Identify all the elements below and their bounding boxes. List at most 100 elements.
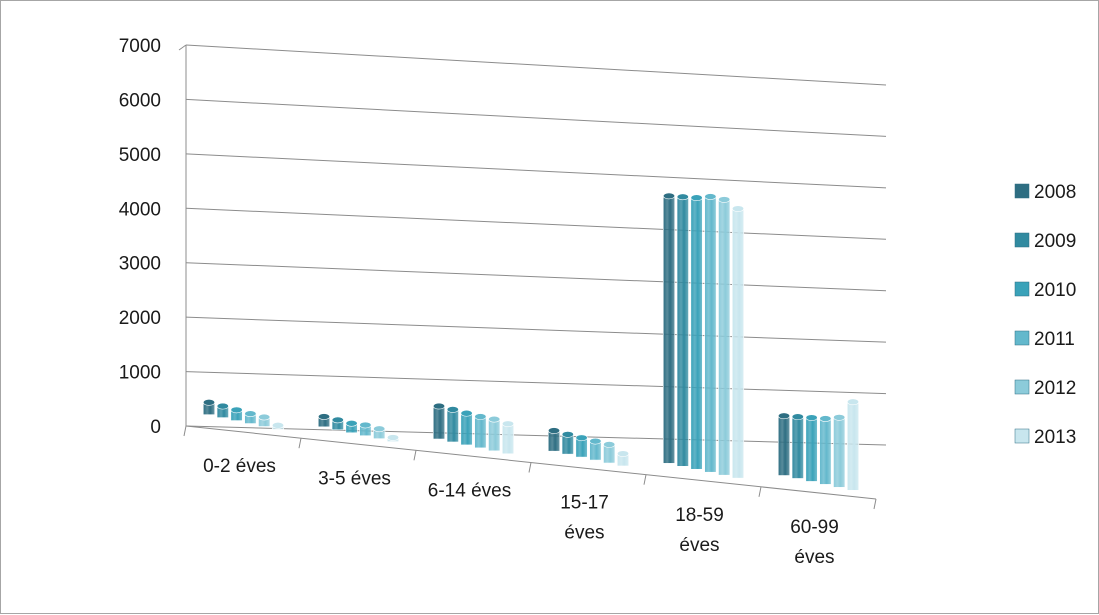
bar — [548, 428, 560, 452]
bar-top — [847, 399, 859, 405]
y-tick-label: 4000 — [119, 199, 161, 220]
bar — [603, 442, 615, 464]
legend-label: 2009 — [1034, 231, 1076, 252]
legend-item: 2011 — [1015, 329, 1075, 350]
gridline — [186, 208, 886, 239]
bar-top — [475, 414, 487, 420]
gridline — [186, 99, 886, 136]
bar-top — [217, 403, 229, 409]
gridline — [186, 45, 886, 85]
bar-body — [732, 209, 744, 478]
bar — [806, 415, 818, 482]
legend-item: 2013 — [1015, 427, 1076, 448]
gridline — [186, 263, 886, 291]
legend-swatch — [1015, 184, 1029, 198]
x-category-label: 15-17 — [560, 493, 609, 514]
y-tick-label: 5000 — [119, 145, 161, 166]
bar — [373, 426, 385, 439]
bar — [562, 431, 574, 454]
bar-top — [360, 422, 372, 428]
bar — [447, 406, 459, 442]
bar-top — [718, 197, 730, 203]
bar-top — [603, 442, 615, 448]
bar-top — [705, 194, 717, 200]
legend-label: 2008 — [1034, 182, 1076, 203]
legend-label: 2010 — [1034, 280, 1076, 301]
bar-top — [562, 431, 574, 437]
bar — [332, 417, 344, 430]
bar — [691, 195, 703, 470]
bar-body — [461, 413, 473, 445]
bar — [820, 416, 832, 485]
x-category-label: éves — [794, 547, 834, 568]
bar-body — [677, 197, 689, 466]
x-tick — [184, 426, 186, 436]
bar-top — [617, 451, 629, 457]
bar — [461, 410, 473, 445]
legend-swatch — [1015, 331, 1029, 345]
bar-top — [488, 416, 500, 422]
bar — [847, 399, 859, 490]
bar — [502, 421, 514, 454]
bar — [488, 416, 500, 451]
bar-body — [705, 197, 717, 473]
bar-top — [590, 438, 602, 444]
legend-label: 2011 — [1034, 329, 1075, 350]
gridline — [186, 154, 886, 188]
bar — [360, 422, 372, 436]
y-tick-label: 1000 — [119, 363, 161, 384]
bar-body — [820, 419, 832, 485]
bar-top — [332, 417, 344, 423]
y-tick-label: 7000 — [119, 36, 161, 57]
bar-top — [447, 406, 459, 412]
legend-item: 2012 — [1015, 378, 1076, 399]
bar — [718, 197, 730, 476]
legend-swatch — [1015, 233, 1029, 247]
y-tick-label: 3000 — [119, 254, 161, 275]
bar — [217, 403, 229, 418]
bar — [617, 451, 629, 466]
bar-top — [820, 416, 832, 422]
bar — [792, 414, 804, 479]
bar-body — [847, 402, 859, 490]
legend-swatch — [1015, 429, 1029, 443]
bar-body — [663, 196, 675, 463]
bar — [576, 435, 588, 457]
legend-swatch — [1015, 282, 1029, 296]
bar-top — [576, 435, 588, 441]
bar — [272, 422, 284, 429]
x-tick — [759, 487, 761, 497]
y-tick-label: 6000 — [119, 90, 161, 111]
bar — [475, 414, 487, 448]
bar-top — [387, 435, 399, 441]
bar-top — [502, 421, 514, 427]
bar-body — [447, 409, 459, 442]
bar-top — [346, 420, 358, 426]
legend-item: 2010 — [1015, 280, 1076, 301]
bar — [663, 193, 675, 463]
legend-swatch — [1015, 380, 1029, 394]
bar-body — [502, 424, 514, 454]
bar-body — [691, 198, 703, 470]
y-tick-label: 0 — [150, 417, 161, 438]
bar-top — [833, 414, 845, 420]
bar-top — [461, 410, 473, 416]
legend-label: 2013 — [1034, 427, 1076, 448]
x-tick — [529, 463, 531, 473]
x-category-label: 18-59 — [675, 505, 724, 526]
bar — [677, 194, 689, 466]
bar-top — [318, 414, 330, 420]
legend-item: 2009 — [1015, 231, 1076, 252]
legend-item: 2008 — [1015, 182, 1076, 203]
bar-top — [792, 414, 804, 420]
bar-top — [203, 399, 215, 405]
bar — [387, 435, 399, 442]
bar — [231, 407, 243, 421]
gridline — [186, 372, 886, 394]
x-category-label: éves — [564, 523, 604, 544]
bar-top — [663, 193, 675, 199]
bar-top — [433, 403, 445, 409]
x-tick — [414, 450, 416, 460]
